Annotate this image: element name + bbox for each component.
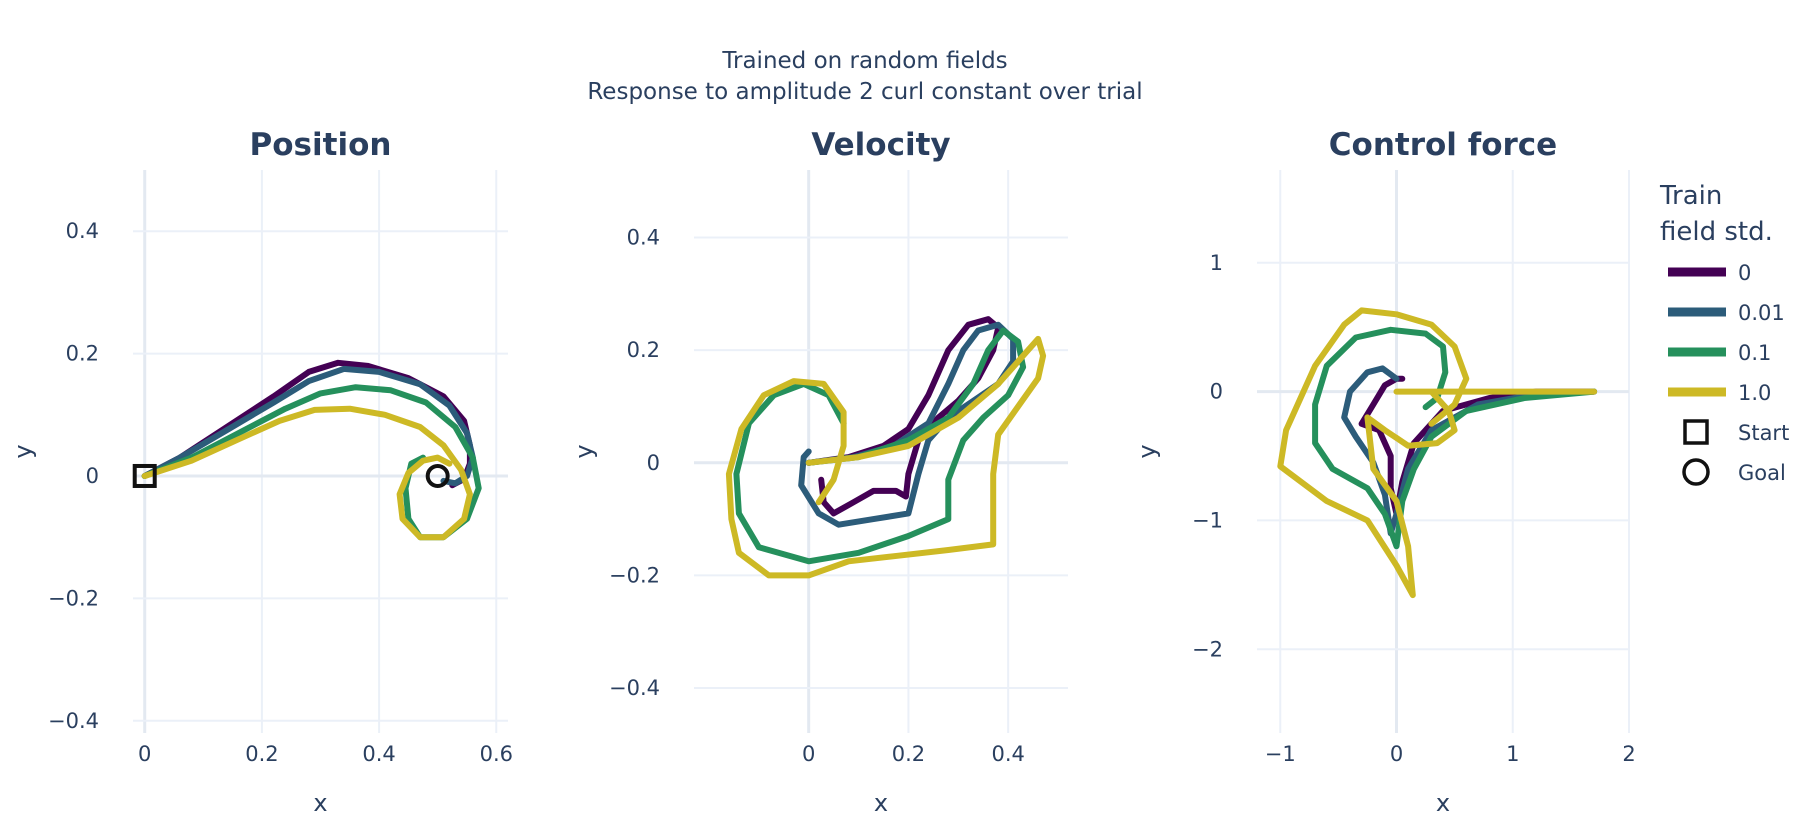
series-line-0.1 [733, 327, 1027, 565]
x-tick-label: 0.4 [362, 742, 395, 766]
x-tick-label: 0 [802, 742, 815, 766]
x-tick-label: 0 [138, 742, 151, 766]
y-tick-label: 0.4 [66, 219, 99, 243]
y-tick-label: 0.2 [66, 342, 99, 366]
y-tick-label: −2 [1192, 637, 1223, 661]
y-tick-label: 0.4 [627, 226, 660, 250]
y-tick-label: 1 [1210, 251, 1223, 275]
series-group [141, 359, 482, 541]
gridlines [133, 170, 508, 733]
legend-swatch [1682, 458, 1710, 486]
figure-title-line1: Trained on random fields [721, 48, 1007, 74]
legend-item-0[interactable]: 0 [1668, 261, 1751, 285]
legend-item-goal[interactable]: Goal [1682, 458, 1786, 486]
series-group [1277, 307, 1598, 599]
legend-title-line2: field std. [1660, 217, 1773, 247]
y-tick-label: −0.4 [48, 709, 99, 733]
y-tick-label: −1 [1192, 508, 1223, 532]
y-tick-label: 0 [86, 464, 99, 488]
start-marker [132, 463, 157, 488]
legend[interactable]: Train field std. 0 0.01 0.1 1.0 Start Goal [1659, 181, 1789, 486]
legend-swatch [1683, 419, 1709, 445]
subplot-2: Control force −1 0 1 2 −2 −1 0 1 x y [1133, 127, 1636, 817]
x-axis-label: x [1436, 789, 1450, 817]
legend-title-line1: Train [1659, 181, 1722, 211]
x-tick-label: 0.2 [245, 742, 278, 766]
gridlines [1257, 170, 1630, 733]
x-axis-label: x [874, 789, 888, 817]
series-line-1.0 [725, 335, 1047, 579]
x-tick-label: 0 [1390, 742, 1403, 766]
y-axis-label: y [570, 444, 598, 458]
series-line-1.0 [141, 405, 473, 541]
subplot-0: Position 0 0.2 0.4 0.6 −0.4 −0.2 0 0.2 0.4 x y [9, 127, 513, 817]
y-tick-label: 0.2 [627, 338, 660, 362]
y-tick-label: −0.2 [609, 563, 660, 587]
gridlines [694, 170, 1068, 733]
legend-label: Goal [1738, 461, 1786, 485]
legend-label: Start [1738, 421, 1789, 445]
x-tick-label: −1 [1265, 742, 1296, 766]
legend-item-0.1[interactable]: 0.1 [1668, 341, 1771, 365]
legend-label: 1.0 [1738, 381, 1771, 405]
legend-label: 0.1 [1738, 341, 1771, 365]
y-tick-label: −0.4 [609, 676, 660, 700]
series-group [725, 316, 1047, 579]
legend-label: 0.01 [1738, 301, 1785, 325]
x-tick-label: 0.2 [892, 742, 925, 766]
x-tick-label: 0.6 [480, 742, 513, 766]
series-line-0.01 [141, 365, 476, 487]
y-tick-label: −0.2 [48, 586, 99, 610]
subplot-title: Velocity [811, 127, 950, 163]
series-line-1.0 [1277, 307, 1598, 599]
y-axis-label: y [9, 444, 37, 458]
y-tick-label: 0 [1210, 380, 1223, 404]
subplot-title: Position [250, 127, 392, 163]
legend-item-1.0[interactable]: 1.0 [1668, 381, 1771, 405]
x-tick-label: 2 [1622, 742, 1635, 766]
legend-label: 0 [1738, 261, 1751, 285]
y-axis-label: y [1133, 444, 1161, 458]
x-tick-label: 0.4 [991, 742, 1024, 766]
y-tick-label: 0 [647, 451, 660, 475]
goal-marker [425, 463, 450, 488]
subplot-title: Control force [1329, 127, 1557, 163]
figure-title-line2: Response to amplitude 2 curl constant ov… [587, 79, 1142, 105]
x-tick-label: 1 [1506, 742, 1519, 766]
subplot-1: Velocity 0 0.2 0.4 −0.4 −0.2 0 0.2 0.4 x y [570, 127, 1068, 817]
legend-item-0.01[interactable]: 0.01 [1668, 301, 1785, 325]
x-axis-label: x [313, 789, 327, 817]
legend-item-start[interactable]: Start [1683, 419, 1789, 445]
series-line-0.1 [141, 384, 482, 541]
